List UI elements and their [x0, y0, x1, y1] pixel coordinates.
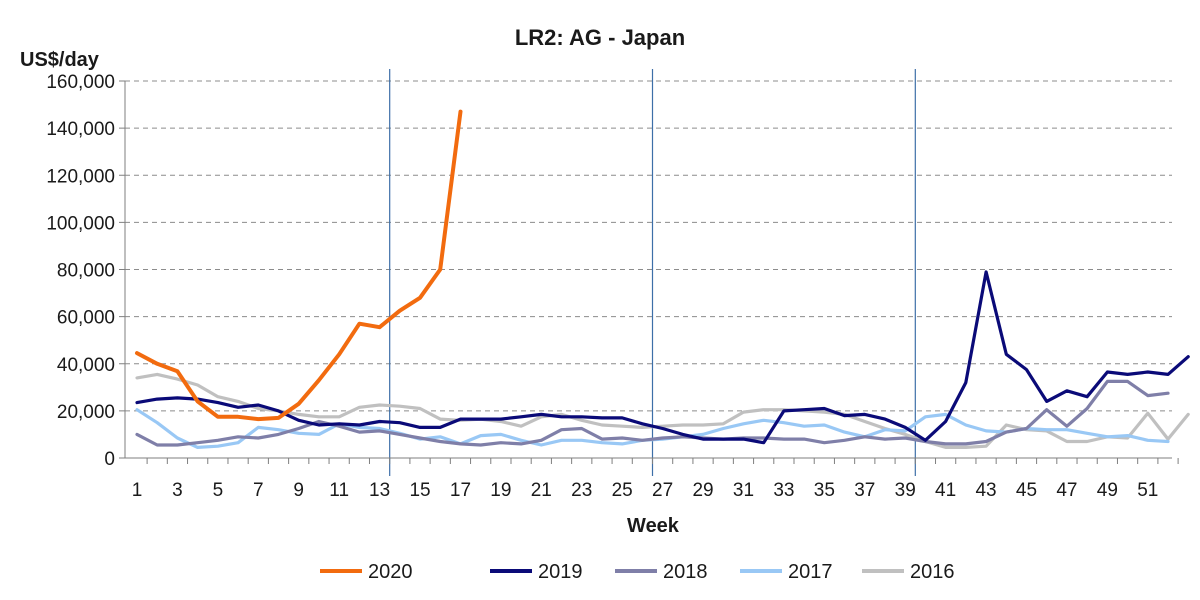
- y-tick-label: 60,000: [57, 308, 115, 329]
- chart-title: LR2: AG - Japan: [515, 25, 685, 50]
- gridlines: [125, 80, 1172, 412]
- y-tick-label: 20,000: [57, 402, 115, 423]
- x-tick-label: 49: [1097, 480, 1118, 501]
- y-tick-label: 0: [104, 449, 115, 470]
- series-line-2016: [135, 372, 1190, 449]
- x-tick-label: 5: [213, 480, 224, 501]
- x-tick-label: 35: [814, 480, 835, 501]
- x-axis-ticks: 1 3 5 7 9 11 13 15 17 19 21 23 25 27 29 31 33 35 37 39 41 43 4…: [132, 458, 1179, 501]
- series-line-2018: [135, 379, 1170, 447]
- legend-label-2018: 2018: [663, 561, 708, 583]
- x-tick-label: 51: [1137, 480, 1158, 501]
- legend-label-2017: 2017: [788, 561, 833, 583]
- legend: 2020 2019 2018 2017 2016: [320, 561, 955, 583]
- series-line-2020: [135, 109, 463, 422]
- x-tick-label: 33: [773, 480, 794, 501]
- x-tick-label: 1: [132, 480, 143, 501]
- y-tick-label: 80,000: [57, 261, 115, 282]
- x-tick-label: 39: [895, 480, 916, 501]
- series-line-2019: [135, 270, 1190, 445]
- x-tick-label: 29: [692, 480, 713, 501]
- y-tick-label: 120,000: [46, 166, 115, 187]
- x-tick-label: 27: [652, 480, 673, 501]
- x-tick-label: 9: [293, 480, 304, 501]
- y-axis-unit-label: US$/day: [20, 49, 100, 71]
- legend-label-2019: 2019: [538, 561, 583, 583]
- quarter-divider-lines: [389, 69, 916, 476]
- x-tick-label: 19: [490, 480, 511, 501]
- y-tick-label: 100,000: [46, 213, 115, 234]
- x-tick-label: 3: [172, 480, 183, 501]
- legend-label-2020: 2020: [368, 561, 413, 583]
- y-tick-label: 160,000: [46, 72, 115, 93]
- x-axis-label: Week: [627, 515, 680, 537]
- x-tick-label: 13: [369, 480, 390, 501]
- y-tick-label: 40,000: [57, 355, 115, 376]
- x-tick-label: 37: [854, 480, 875, 501]
- x-tick-label: 25: [612, 480, 633, 501]
- x-tick-label: 23: [571, 480, 592, 501]
- y-axis-ticks: 0 20,000 40,000 60,000 80,000 100,000 120,000 1…: [46, 72, 125, 470]
- x-tick-label: 17: [450, 480, 471, 501]
- x-tick-label: 15: [409, 480, 430, 501]
- data-series: [135, 109, 1190, 449]
- x-tick-label: 43: [975, 480, 996, 501]
- legend-label-2016: 2016: [910, 561, 955, 583]
- y-tick-label: 140,000: [46, 119, 115, 140]
- x-tick-label: 45: [1016, 480, 1037, 501]
- x-tick-label: 7: [253, 480, 264, 501]
- x-tick-label: 31: [733, 480, 754, 501]
- x-tick-label: 47: [1056, 480, 1077, 501]
- x-tick-label: 41: [935, 480, 956, 501]
- x-tick-label: 11: [329, 480, 349, 501]
- axes: [124, 81, 1172, 459]
- x-tick-label: 21: [531, 480, 552, 501]
